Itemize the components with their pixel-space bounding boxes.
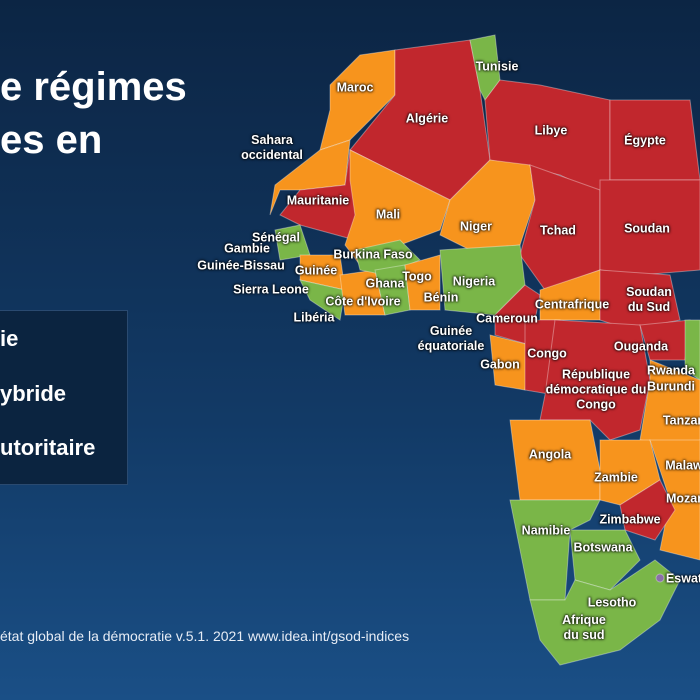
country-label: Libéria — [293, 310, 335, 325]
country-label: Niger — [460, 219, 492, 234]
country-label: Ghana — [365, 276, 405, 291]
country-label: Zimbabwe — [599, 512, 661, 527]
country-label: Égypte — [624, 133, 666, 148]
country-label: Rwanda — [647, 363, 695, 378]
country-label: Libye — [534, 123, 568, 138]
region — [649, 439, 700, 561]
country-label: Guinée-Bissau — [197, 258, 285, 273]
country-label: Togo — [402, 269, 432, 284]
legend — [0, 310, 128, 485]
region — [599, 179, 700, 276]
country-label: Soudan — [624, 221, 670, 236]
region — [269, 139, 351, 216]
country-label: Mauritanie — [286, 193, 350, 208]
country-label: Bénin — [423, 290, 459, 305]
title-line: e régimes — [0, 65, 187, 109]
region — [529, 559, 681, 666]
country-label: Gambie — [224, 241, 270, 256]
region — [609, 99, 700, 181]
region — [299, 279, 346, 321]
africa-map — [269, 34, 700, 666]
country-label: Malaw — [665, 458, 700, 473]
source: état global de la démocratie v.5.1. 2021… — [0, 628, 410, 644]
country-label: Sahara occidental — [241, 133, 303, 162]
country-label: Nigeria — [452, 274, 496, 289]
region — [404, 254, 441, 311]
country-label: République démocratique du Congo — [545, 367, 647, 412]
region — [655, 573, 665, 583]
country-label: Mozam — [666, 491, 700, 506]
legend-item: ybride — [0, 381, 67, 406]
country-label: Ouganda — [613, 339, 669, 354]
country-label: Lesotho — [587, 595, 637, 610]
country-label: Maroc — [336, 80, 374, 95]
country-label: Eswat — [665, 571, 700, 586]
country-label: Cameroun — [476, 311, 538, 326]
country-label: Mali — [375, 207, 401, 222]
region — [569, 529, 641, 591]
country-label: Guinée — [294, 263, 338, 278]
country-label: Algérie — [405, 111, 449, 126]
country-label: Côte d'Ivoire — [325, 294, 401, 309]
country-label: Centrafrique — [534, 297, 610, 312]
region — [684, 319, 700, 381]
country-label: Congo — [527, 346, 567, 361]
region — [439, 159, 536, 251]
country-label: Tanzan — [662, 413, 700, 428]
country-label: Sierra Leone — [233, 282, 309, 297]
country-label: Tunisie — [475, 59, 519, 74]
country-label: Botswana — [573, 540, 633, 555]
country-label: Burkina Faso — [333, 247, 413, 262]
legend-item: utoritaire — [0, 435, 96, 460]
legend-item: ie — [0, 326, 19, 351]
country-label: Burundi — [647, 379, 695, 394]
country-label: Tchad — [540, 223, 576, 238]
country-label: Soudan du Sud — [626, 285, 672, 314]
region — [619, 479, 676, 541]
country-label: Afrique du sud — [562, 613, 606, 642]
country-label: Zambie — [594, 470, 638, 485]
country-label: Gabon — [480, 357, 520, 372]
country-label: Angola — [528, 447, 572, 462]
title-line: es en — [0, 118, 103, 162]
region — [319, 49, 396, 151]
country-label: Sénégal — [252, 230, 300, 245]
country-label: Namibie — [521, 523, 571, 538]
country-label: Guinée équatoriale — [417, 324, 485, 353]
